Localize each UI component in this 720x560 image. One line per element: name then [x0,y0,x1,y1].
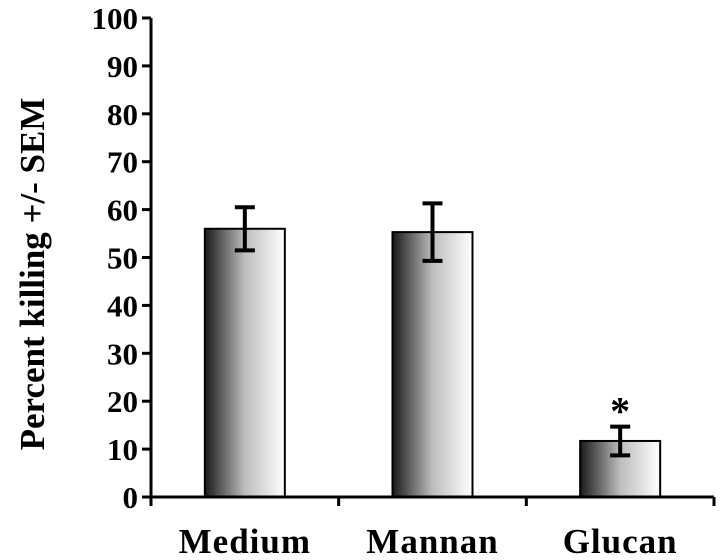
y-tick-label: 30 [107,336,138,371]
bars-group [203,227,662,498]
x-category-label: Medium [179,522,311,560]
y-tick-label: 50 [107,241,138,276]
x-category-label: Mannan [366,522,498,560]
y-axis-ticks: 0 10 20 30 40 50 60 70 80 90 100 [92,1,151,515]
annotations-group: * [610,389,630,434]
y-tick-label: 60 [107,193,138,228]
significance-asterisk: * [610,389,630,434]
bar-mannan [391,231,474,498]
bar-medium [203,227,286,498]
y-axis-title: Percent killing +/- SEM [13,98,52,451]
y-tick-label: 100 [92,1,139,36]
x-axis-labels: Medium Mannan Glucan [149,497,716,560]
y-tick-label: 10 [107,432,138,467]
y-tick-label: 70 [107,145,138,180]
x-category-label: Glucan [563,522,678,560]
y-tick-label: 40 [107,288,138,323]
error-bars-group [234,201,631,458]
y-tick-label: 80 [107,97,138,132]
y-tick-label: 20 [107,384,138,419]
y-tick-label: 90 [107,49,138,84]
y-tick-label: 0 [123,480,139,515]
